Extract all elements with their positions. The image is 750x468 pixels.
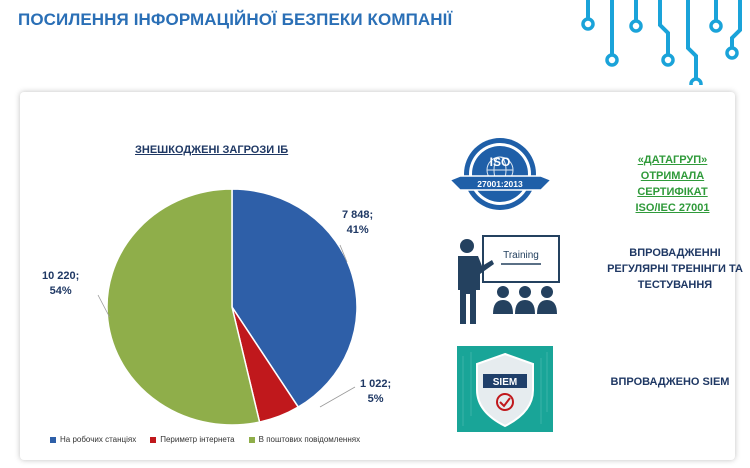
legend-item-perimeter: Периметр інтернета	[150, 435, 235, 444]
siem-text: ВПРОВАДЖЕНО SIEM	[610, 376, 730, 388]
iso-certificate-icon: ISO 27001:2013	[448, 138, 553, 210]
training-board-label: Training	[503, 250, 539, 261]
leader-line-workstations	[339, 244, 348, 263]
siem-shield-icon: SIEM	[457, 346, 553, 432]
data-label-perimeter: 1 022; 5%	[360, 378, 392, 405]
data-label-email: 10 220; 54%	[42, 270, 80, 297]
iso-badge-code: 27001:2013	[477, 179, 523, 189]
circuit-decoration-icon	[581, 0, 742, 85]
legend-item-email: В поштових повідомленнях	[248, 435, 360, 444]
legend-swatch	[248, 436, 255, 443]
iso-badge-top: ISO	[490, 155, 511, 169]
training-presentation-icon: Training	[458, 235, 560, 324]
pie-chart	[97, 188, 358, 426]
legend-swatch	[50, 436, 56, 443]
pie-slice-email	[106, 188, 261, 426]
chart-title: ЗНЕШКОДЖЕНІ ЗАГРОЗИ ІБ	[135, 144, 289, 156]
legend-swatch	[150, 436, 157, 443]
leader-line-perimeter	[319, 386, 356, 408]
leader-line-email	[97, 294, 110, 318]
chart-legend: На робочих станціях Периметр інтернета В…	[50, 435, 360, 444]
legend-item-workstations: На робочих станціях	[50, 435, 136, 444]
training-text: ВПРОВАДЖЕННІ РЕГУЛЯРНІ ТРЕНІНГИ ТА ТЕСТУ…	[607, 247, 743, 291]
data-label-workstations: 7 848; 41%	[342, 209, 374, 236]
content-card: ЗНЕШКОДЖЕНІ ЗАГРОЗИ ІБ 7 848; 41% 1 022;…	[20, 92, 743, 460]
siem-badge-label: SIEM	[493, 377, 517, 388]
slide-title: ПОСИЛЕННЯ ІНФОРМАЦІЙНОЇ БЕЗПЕКИ КОМПАНІЇ	[18, 10, 453, 29]
iso-certificate-text: «ДАТАГРУП» ОТРИМАЛА СЕРТИФІКАТ ISO/IEC 2…	[635, 154, 710, 214]
pie-slice-workstations	[231, 188, 358, 409]
